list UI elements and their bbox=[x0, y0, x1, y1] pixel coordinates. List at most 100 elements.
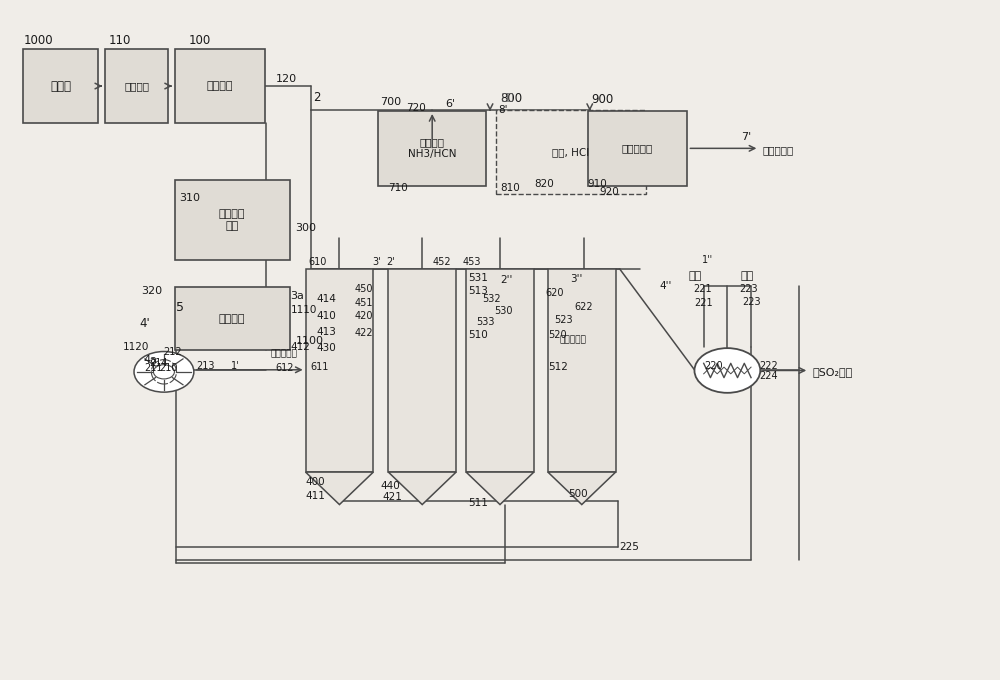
Text: 富SO₂气体: 富SO₂气体 bbox=[812, 367, 852, 377]
Circle shape bbox=[134, 352, 194, 392]
Text: 523: 523 bbox=[554, 315, 572, 324]
Bar bbox=[306, 269, 373, 472]
Text: 531: 531 bbox=[468, 273, 488, 283]
Text: 512: 512 bbox=[548, 362, 568, 372]
Text: 煤气化: 煤气化 bbox=[50, 80, 71, 92]
Text: 5: 5 bbox=[176, 301, 184, 314]
Text: 500: 500 bbox=[568, 490, 587, 499]
Text: 611: 611 bbox=[311, 362, 329, 372]
Text: 8': 8' bbox=[498, 105, 508, 115]
Text: 1120: 1120 bbox=[123, 342, 149, 352]
Text: 224: 224 bbox=[759, 371, 778, 381]
Text: 脱硫合成气: 脱硫合成气 bbox=[762, 146, 794, 155]
Text: 412: 412 bbox=[291, 342, 310, 352]
Text: 910: 910 bbox=[588, 180, 608, 189]
Text: 420: 420 bbox=[354, 311, 373, 321]
Text: 430: 430 bbox=[317, 343, 336, 353]
Text: 3a: 3a bbox=[291, 291, 304, 301]
Text: 213: 213 bbox=[196, 360, 214, 371]
Text: 100: 100 bbox=[189, 34, 211, 47]
Text: 513: 513 bbox=[468, 286, 488, 296]
Text: 1000: 1000 bbox=[23, 34, 53, 47]
Text: 4'': 4'' bbox=[660, 281, 672, 291]
Text: 810: 810 bbox=[500, 183, 520, 192]
Text: 耐硫变换
反应: 耐硫变换 反应 bbox=[219, 209, 245, 231]
Text: 700: 700 bbox=[380, 97, 401, 107]
Text: 酸液, HCl: 酸液, HCl bbox=[552, 147, 589, 156]
Text: 激冷洗涤: 激冷洗涤 bbox=[207, 81, 233, 91]
Text: 2': 2' bbox=[386, 257, 395, 267]
Text: 800: 800 bbox=[500, 92, 522, 105]
Polygon shape bbox=[306, 472, 373, 505]
Text: 400: 400 bbox=[306, 477, 325, 487]
Text: 220: 220 bbox=[704, 360, 723, 371]
Text: 合成气冷却: 合成气冷却 bbox=[622, 143, 653, 154]
Text: 7': 7' bbox=[741, 132, 752, 142]
Text: 310: 310 bbox=[179, 193, 200, 203]
Text: 410: 410 bbox=[317, 311, 336, 321]
Text: 221: 221 bbox=[694, 298, 713, 308]
Text: 2: 2 bbox=[314, 91, 321, 104]
Text: 622: 622 bbox=[575, 303, 593, 313]
Text: 可选: 可选 bbox=[502, 91, 514, 101]
Text: 222: 222 bbox=[759, 360, 778, 371]
Polygon shape bbox=[548, 472, 616, 505]
Text: 414: 414 bbox=[317, 294, 336, 305]
Text: 530: 530 bbox=[494, 306, 513, 316]
Polygon shape bbox=[466, 472, 534, 505]
Text: 720: 720 bbox=[406, 103, 426, 113]
Text: 221: 221 bbox=[693, 284, 712, 294]
Bar bbox=[466, 269, 534, 472]
Text: 120: 120 bbox=[276, 74, 297, 84]
Bar bbox=[378, 111, 486, 186]
Text: 225: 225 bbox=[620, 541, 640, 551]
Text: 氮气: 氮气 bbox=[741, 271, 754, 281]
Text: 3'': 3'' bbox=[570, 274, 582, 284]
Text: 212: 212 bbox=[163, 347, 182, 356]
Circle shape bbox=[694, 348, 760, 393]
Text: 300: 300 bbox=[296, 223, 317, 233]
Text: 820: 820 bbox=[534, 180, 554, 189]
Text: 氧气: 氧气 bbox=[689, 271, 702, 281]
Text: 热量回收: 热量回收 bbox=[219, 313, 245, 324]
Text: 511: 511 bbox=[468, 498, 488, 507]
Text: 1100: 1100 bbox=[296, 337, 324, 346]
Text: 421: 421 bbox=[382, 492, 402, 502]
Text: 532: 532 bbox=[482, 294, 501, 305]
Text: 223: 223 bbox=[742, 297, 761, 307]
Text: 1110: 1110 bbox=[291, 305, 317, 315]
Text: 452: 452 bbox=[432, 257, 451, 267]
Text: 413: 413 bbox=[317, 327, 336, 337]
Text: 533: 533 bbox=[476, 317, 495, 326]
Circle shape bbox=[153, 364, 174, 379]
Text: 6': 6' bbox=[445, 99, 455, 109]
Text: 3': 3' bbox=[372, 257, 381, 267]
Text: 210: 210 bbox=[159, 363, 177, 373]
Text: 214: 214 bbox=[149, 358, 167, 368]
Text: 再生吸附剂: 再生吸附剂 bbox=[560, 335, 587, 345]
Polygon shape bbox=[388, 472, 456, 505]
Text: 920: 920 bbox=[600, 188, 619, 197]
Text: 422: 422 bbox=[354, 328, 373, 338]
Text: 453: 453 bbox=[462, 257, 481, 267]
Text: 粗合成气: 粗合成气 bbox=[124, 81, 149, 91]
Text: 211: 211 bbox=[144, 363, 162, 373]
Bar bbox=[496, 109, 646, 194]
Bar bbox=[548, 269, 616, 472]
Text: 411: 411 bbox=[306, 491, 325, 500]
Text: 320: 320 bbox=[141, 286, 162, 296]
Bar bbox=[105, 49, 168, 123]
Text: 451: 451 bbox=[354, 298, 373, 308]
Bar bbox=[175, 287, 290, 350]
Bar bbox=[588, 111, 687, 186]
Text: 510: 510 bbox=[468, 330, 488, 339]
Bar bbox=[388, 269, 456, 472]
Text: 440: 440 bbox=[380, 481, 400, 490]
Text: 610: 610 bbox=[309, 257, 327, 267]
Text: 223: 223 bbox=[739, 284, 758, 294]
Text: 1': 1' bbox=[231, 360, 239, 371]
Text: 710: 710 bbox=[388, 183, 408, 192]
Text: 450: 450 bbox=[354, 284, 373, 294]
Text: 612: 612 bbox=[276, 363, 294, 373]
Text: 可再生膜
NH3/HCN: 可再生膜 NH3/HCN bbox=[408, 137, 456, 159]
